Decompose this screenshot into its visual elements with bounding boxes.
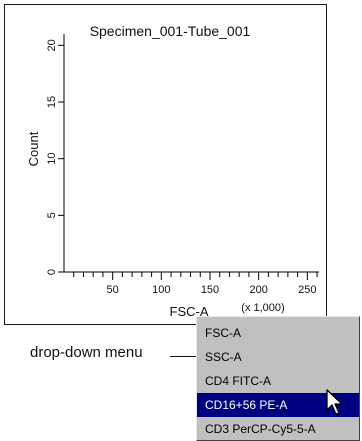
dropdown-item[interactable]: CD16+56 PE-A <box>197 393 359 417</box>
x-scale-note: (x 1,000) <box>241 302 284 314</box>
y-tick-label: 15 <box>46 96 58 108</box>
dropdown-item[interactable]: FSC-A <box>205 326 241 340</box>
annotation-leader-line <box>170 356 202 357</box>
y-tick-label: 20 <box>46 39 58 51</box>
x-tick-label: 200 <box>249 284 267 296</box>
parameter-dropdown-menu[interactable]: FSC-A SSC-A CD4 FITC-A CD16+56 PE-A CD3 PerC… <box>196 316 360 441</box>
y-tick-label: 5 <box>46 212 58 218</box>
x-tick-label: 150 <box>201 284 219 296</box>
dropdown-item[interactable]: SSC-A <box>205 350 242 364</box>
y-tick-label: 10 <box>46 153 58 165</box>
y-axis-label: Count <box>26 131 41 166</box>
dropdown-annotation-label: drop-down menu <box>30 344 143 361</box>
x-tick-label: 250 <box>298 284 316 296</box>
dropdown-item[interactable]: CD4 FITC-A <box>205 374 271 388</box>
x-axis-label: FSC-A <box>170 304 209 319</box>
mouse-pointer-icon <box>326 389 343 415</box>
chart-title: Specimen_001-Tube_001 <box>90 23 251 39</box>
x-tick-label: 50 <box>107 284 119 296</box>
x-tick-label: 100 <box>152 284 170 296</box>
y-tick-label: 0 <box>46 269 58 275</box>
dropdown-item[interactable]: CD3 PerCP-Cy5-5-A <box>205 422 316 436</box>
axes: 0 5 10 15 20 50 100 150 200 250 <box>46 34 319 296</box>
